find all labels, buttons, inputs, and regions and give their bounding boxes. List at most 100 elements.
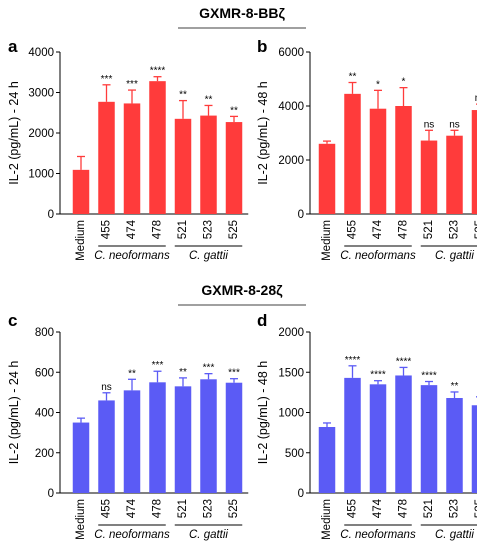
category-label: 474: [126, 219, 138, 239]
bar: [369, 108, 387, 214]
bar: [123, 390, 141, 493]
bar: [72, 169, 90, 214]
category-label: 474: [126, 498, 138, 518]
y-tick-label: 600: [35, 367, 54, 379]
bar: [420, 385, 438, 493]
category-label: 525: [228, 499, 240, 518]
category-label: 478: [398, 499, 410, 518]
bar: [471, 405, 477, 493]
bar: [200, 115, 217, 214]
significance-label: ****: [345, 355, 361, 366]
category-label: 521: [423, 499, 435, 518]
group-label: C. neoformans: [340, 250, 416, 262]
significance-label: ns: [475, 93, 477, 104]
panel-letter: b: [257, 37, 267, 56]
bar: [225, 382, 243, 493]
group-label: C. gattii: [189, 529, 228, 541]
bar: [446, 135, 463, 214]
y-tick-label: 4000: [28, 47, 54, 59]
group-label: C. gattii: [435, 529, 474, 541]
significance-label: ***: [228, 368, 240, 379]
significance-label: ns: [101, 382, 112, 393]
bar: [471, 110, 477, 214]
group-label: C. neoformans: [94, 529, 170, 541]
category-label: 455: [101, 499, 113, 518]
bar: [344, 377, 361, 493]
category-label: 455: [347, 499, 359, 518]
y-tick-label: 4000: [278, 101, 304, 113]
bar: [149, 382, 166, 493]
category-label: Medium: [75, 220, 87, 261]
y-tick-label: 6000: [278, 47, 304, 59]
panel-letter: a: [8, 37, 18, 56]
y-tick-label: 2000: [28, 128, 54, 140]
significance-label: *: [402, 77, 406, 88]
significance-label: ****: [421, 371, 437, 382]
bar: [318, 143, 336, 214]
category-label: 525: [228, 220, 240, 239]
category-label: Medium: [321, 499, 333, 540]
significance-label: **: [349, 72, 357, 83]
category-label: 523: [449, 220, 461, 239]
y-tick-label: 1500: [278, 367, 304, 379]
section-title-28: GXMR-8-28ζ: [201, 282, 283, 298]
significance-label: **: [205, 94, 213, 105]
y-tick-label: 1000: [278, 408, 304, 420]
chart-panel-a: a 0 1000 2000 3000 4000 IL-2 (pg/mL) - 24 h Med…: [7, 37, 249, 262]
significance-label: ***: [152, 360, 164, 371]
y-axis-title: IL-2 (pg/mL) - 48 h: [256, 81, 270, 185]
category-label: 523: [449, 499, 461, 518]
significance-label: **: [128, 368, 136, 379]
y-tick-label: 0: [298, 488, 304, 500]
category-label: 474: [372, 498, 384, 518]
category-label: 455: [101, 220, 113, 239]
y-tick-label: 800: [35, 327, 54, 339]
significance-label: **: [230, 105, 238, 116]
bar: [225, 122, 243, 214]
y-tick-label: 1000: [28, 169, 54, 181]
category-label: 523: [203, 499, 215, 518]
significance-label: ****: [396, 356, 412, 367]
group-label: C. gattii: [435, 250, 474, 262]
y-tick-label: 200: [35, 448, 54, 460]
bar: [200, 379, 217, 493]
y-tick-label: 0: [48, 209, 54, 221]
significance-label: *: [376, 79, 380, 90]
bar: [318, 426, 336, 493]
category-label: 478: [152, 220, 164, 239]
category-label: 525: [474, 220, 477, 239]
chart-panel-c: c 0 200 400 600 800 IL-2 (pg/mL) - 24 h Medium n…: [7, 311, 249, 541]
significance-label: **: [179, 367, 187, 378]
significance-label: **: [451, 381, 459, 392]
bar: [174, 118, 192, 214]
y-tick-label: 2000: [278, 155, 304, 167]
chart-panel-b: b 0 2000 4000 6000 IL-2 (pg/mL) - 48 h Medium *…: [256, 37, 477, 262]
bar: [369, 384, 387, 493]
y-tick-label: 500: [285, 448, 304, 460]
category-label: 455: [347, 220, 359, 239]
y-axis-title: IL-2 (pg/mL) - 24 h: [7, 361, 21, 465]
significance-label: ****: [370, 370, 386, 381]
bar: [174, 386, 192, 493]
y-axis-title: IL-2 (pg/mL) - 24 h: [7, 81, 21, 185]
y-tick-label: 2000: [278, 327, 304, 339]
group-label: C. neoformans: [340, 529, 416, 541]
bar: [149, 81, 166, 214]
significance-label: ***: [203, 363, 215, 374]
category-label: Medium: [75, 499, 87, 540]
y-tick-label: 400: [35, 408, 54, 420]
significance-label: ****: [150, 66, 166, 77]
significance-label: **: [179, 90, 187, 101]
y-tick-label: 0: [48, 488, 54, 500]
category-label: 474: [372, 219, 384, 239]
bar: [395, 106, 412, 214]
bar: [123, 103, 141, 214]
bar: [446, 398, 463, 493]
category-label: 523: [203, 220, 215, 239]
significance-label: ***: [101, 74, 113, 85]
group-label: C. gattii: [189, 250, 228, 262]
category-label: Medium: [321, 220, 333, 261]
bar: [72, 422, 90, 493]
category-label: 521: [177, 220, 189, 239]
